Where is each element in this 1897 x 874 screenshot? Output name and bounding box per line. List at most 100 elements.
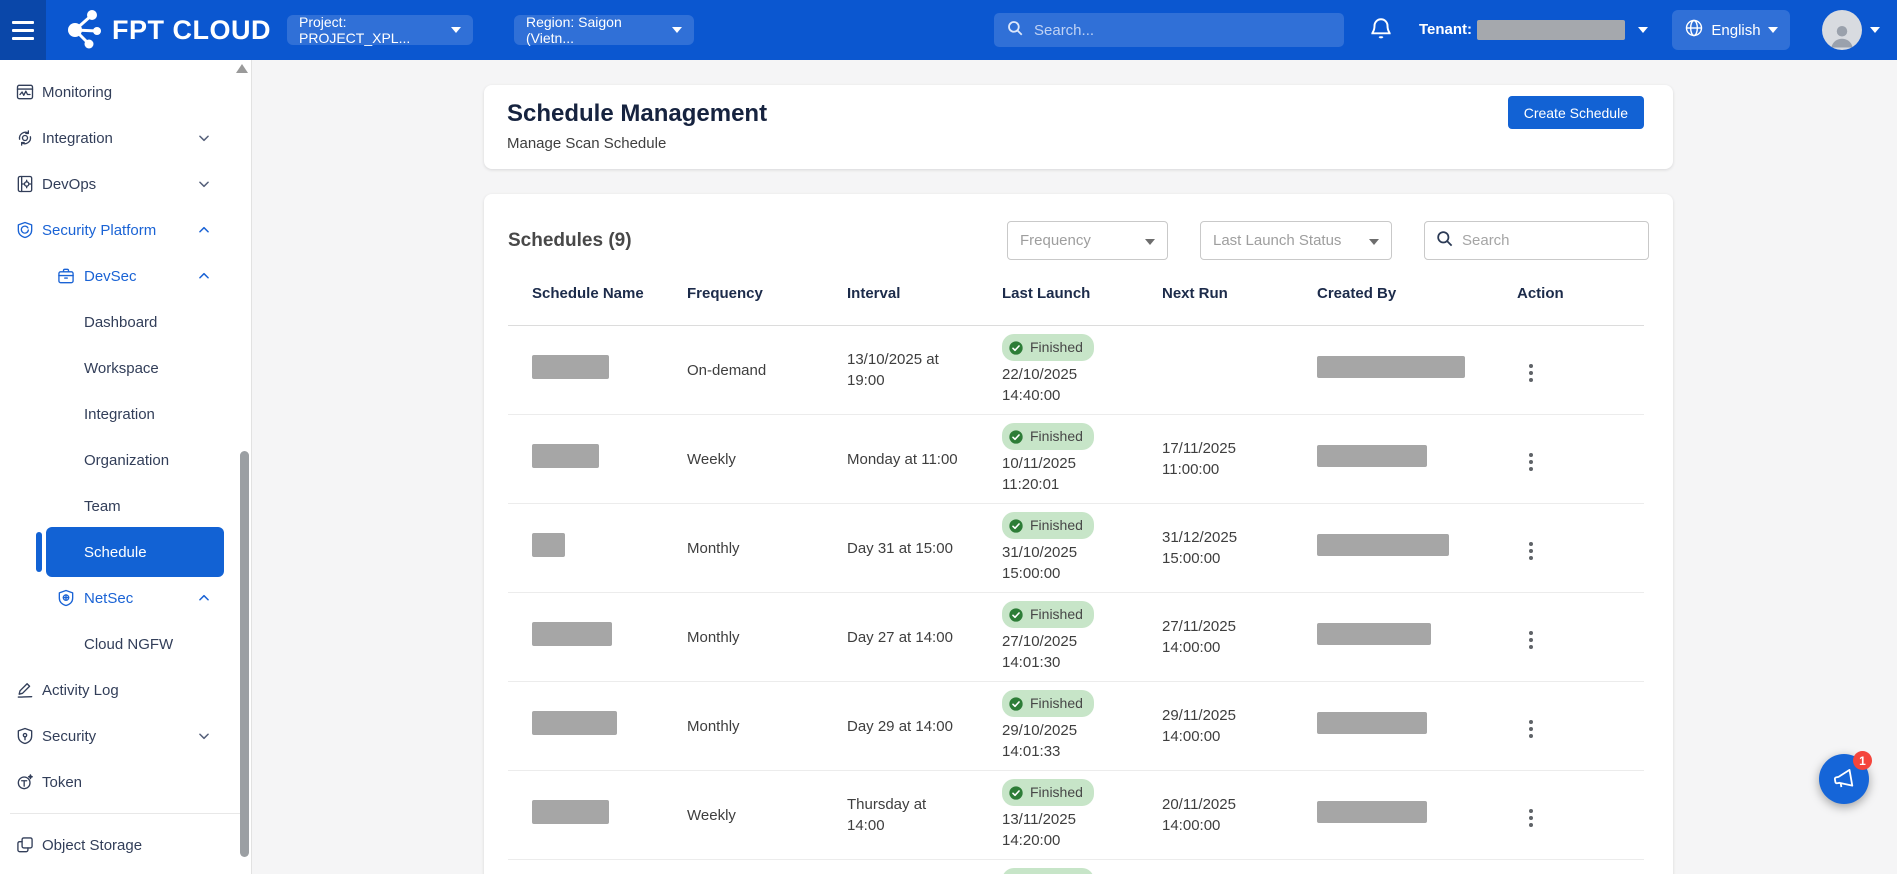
- row-actions-kebab-menu[interactable]: [1523, 714, 1539, 744]
- cell-interval: Monday at 11:00: [823, 449, 978, 470]
- sidebar-item-label: Security: [42, 728, 96, 745]
- megaphone-icon: [1830, 765, 1858, 793]
- schedule-rows: On-demand13/10/2025 at 19:00Finished22/1…: [508, 326, 1644, 874]
- user-menu[interactable]: [1822, 10, 1880, 50]
- sidebar-item-object-storage[interactable]: Object Storage: [0, 822, 251, 868]
- last-launch-time: 14:20:00: [1002, 830, 1138, 851]
- sidebar-item-schedule[interactable]: Schedule: [0, 529, 251, 575]
- table-search-input[interactable]: [1462, 232, 1638, 249]
- schedules-table: Schedule Name Frequency Interval Last La…: [508, 262, 1644, 874]
- sidebar-item-integration[interactable]: Integration: [0, 115, 251, 161]
- sidebar-scroll-up-arrow[interactable]: [236, 64, 248, 73]
- chevron-down-icon: [1145, 232, 1155, 249]
- check-circle-icon: [1008, 785, 1024, 801]
- sidebar-item-token[interactable]: Token: [0, 759, 251, 805]
- chevron-down-icon: [451, 27, 461, 33]
- status-badge: Finished: [1002, 690, 1094, 717]
- redacted-created-by: [1317, 445, 1427, 467]
- sidebar-item-label: Security Platform: [42, 222, 156, 239]
- status-badge-label: Finished: [1030, 693, 1083, 714]
- last-launch-date: 13/11/2025: [1002, 809, 1138, 830]
- chevron-down-icon: [1768, 27, 1778, 33]
- cell-created-by: [1293, 534, 1493, 562]
- filters-row: Schedules (9) Frequency Last Launch Stat…: [508, 194, 1649, 260]
- create-schedule-button[interactable]: Create Schedule: [1508, 96, 1644, 129]
- cell-frequency: Weekly: [663, 805, 823, 826]
- hamburger-menu-icon[interactable]: [0, 0, 46, 60]
- tenant-label: Tenant:: [1419, 21, 1472, 38]
- cell-created-by: [1293, 356, 1493, 384]
- cell-last-launch: Finished31/10/202515:00:00: [978, 512, 1138, 584]
- sidebar-scrollbar-thumb[interactable]: [240, 451, 249, 857]
- next-run-date: 20/11/2025: [1162, 794, 1293, 815]
- sidebar-item-team[interactable]: Team: [0, 483, 251, 529]
- redacted-created-by: [1317, 712, 1427, 734]
- sidebar-divider: [10, 813, 241, 814]
- status-badge: Finished: [1002, 601, 1094, 628]
- row-actions-kebab-menu[interactable]: [1523, 625, 1539, 655]
- chevron-down-icon: [1870, 27, 1880, 33]
- column-header-created-by: Created By: [1293, 285, 1493, 302]
- language-label: English: [1711, 22, 1760, 39]
- sidebar-item-netsec[interactable]: NetSec: [0, 575, 251, 621]
- table-row: WeeklyMonday at 11:00Finished10/11/20251…: [508, 415, 1644, 504]
- cell-last-launch: Finished22/10/202514:40:00: [978, 334, 1138, 406]
- notifications-bell-icon[interactable]: [1368, 16, 1396, 44]
- cell-created-by: [1293, 801, 1493, 829]
- table-row: WeeklyThursday at 14:00Finished13/11/202…: [508, 771, 1644, 860]
- column-header-schedule-name: Schedule Name: [508, 285, 663, 302]
- cell-interval: 13/10/2025 at 19:00: [823, 349, 978, 391]
- sidebar-item-devsec[interactable]: DevSec: [0, 253, 251, 299]
- sidebar-item-integration[interactable]: Integration: [0, 391, 251, 437]
- page-header-card: Schedule Management Manage Scan Schedule…: [484, 85, 1673, 169]
- redacted-created-by: [1317, 534, 1449, 556]
- fpt-cloud-logo: FPT CLOUD: [62, 0, 271, 60]
- announcements-fab-button[interactable]: 1: [1819, 754, 1869, 804]
- sidebar-item-label: DevOps: [42, 176, 96, 193]
- column-header-action: Action: [1493, 285, 1644, 302]
- row-actions-kebab-menu[interactable]: [1523, 536, 1539, 566]
- cell-created-by: [1293, 623, 1493, 651]
- language-selector[interactable]: English: [1672, 10, 1790, 50]
- sidebar-item-devops[interactable]: DevOps: [0, 161, 251, 207]
- sidebar-item-label: Object Storage: [42, 837, 142, 854]
- sidebar-item-security-platform[interactable]: Security Platform: [0, 207, 251, 253]
- row-actions-kebab-menu[interactable]: [1523, 358, 1539, 388]
- frequency-filter-select[interactable]: Frequency: [1007, 221, 1168, 260]
- sidebar-item-monitoring[interactable]: Monitoring: [0, 69, 251, 115]
- status-badge-label: Finished: [1030, 515, 1083, 536]
- sidebar-item-organization[interactable]: Organization: [0, 437, 251, 483]
- cell-last-launch: Finished27/10/202514:01:30: [978, 601, 1138, 673]
- row-actions-kebab-menu[interactable]: [1523, 803, 1539, 833]
- sidebar-list: MonitoringIntegrationDevOpsSecurity Plat…: [0, 60, 251, 868]
- cell-interval: Day 31 at 15:00: [823, 538, 978, 559]
- check-circle-icon: [1008, 340, 1024, 356]
- interval-text: Thursday at 14:00: [847, 794, 959, 836]
- region-dropdown[interactable]: Region: Saigon (Vietn...: [514, 15, 694, 45]
- page-title: Schedule Management: [507, 99, 1673, 129]
- chevron-down-icon[interactable]: [1638, 27, 1648, 33]
- sidebar-item-dashboard[interactable]: Dashboard: [0, 299, 251, 345]
- last-launch-status-filter-select[interactable]: Last Launch Status: [1200, 221, 1392, 260]
- last-launch-date: 22/10/2025: [1002, 364, 1138, 385]
- sidebar-item-cloud-ngfw[interactable]: Cloud NGFW: [0, 621, 251, 667]
- cell-action: [1493, 709, 1644, 744]
- avatar: [1822, 10, 1862, 50]
- project-dropdown[interactable]: Project: PROJECT_XPL...: [287, 15, 473, 45]
- row-actions-kebab-menu[interactable]: [1523, 447, 1539, 477]
- last-launch-date: 31/10/2025: [1002, 542, 1138, 563]
- sidebar-item-label: Organization: [84, 452, 169, 469]
- check-circle-icon: [1008, 429, 1024, 445]
- logo-network-icon: [62, 6, 104, 55]
- region-dropdown-label: Region: Saigon (Vietn...: [526, 14, 662, 46]
- last-launch-time: 14:01:33: [1002, 741, 1138, 762]
- redacted-schedule-name: [532, 711, 617, 735]
- sidebar-item-label: DevSec: [84, 268, 137, 285]
- next-run-date: 31/12/2025: [1162, 527, 1293, 548]
- global-search-input[interactable]: [1034, 22, 1332, 39]
- column-header-last-launch: Last Launch: [978, 285, 1138, 302]
- sidebar-item-security[interactable]: Security: [0, 713, 251, 759]
- sidebar-item-workspace[interactable]: Workspace: [0, 345, 251, 391]
- cell-action: [1493, 798, 1644, 833]
- sidebar-item-activity-log[interactable]: Activity Log: [0, 667, 251, 713]
